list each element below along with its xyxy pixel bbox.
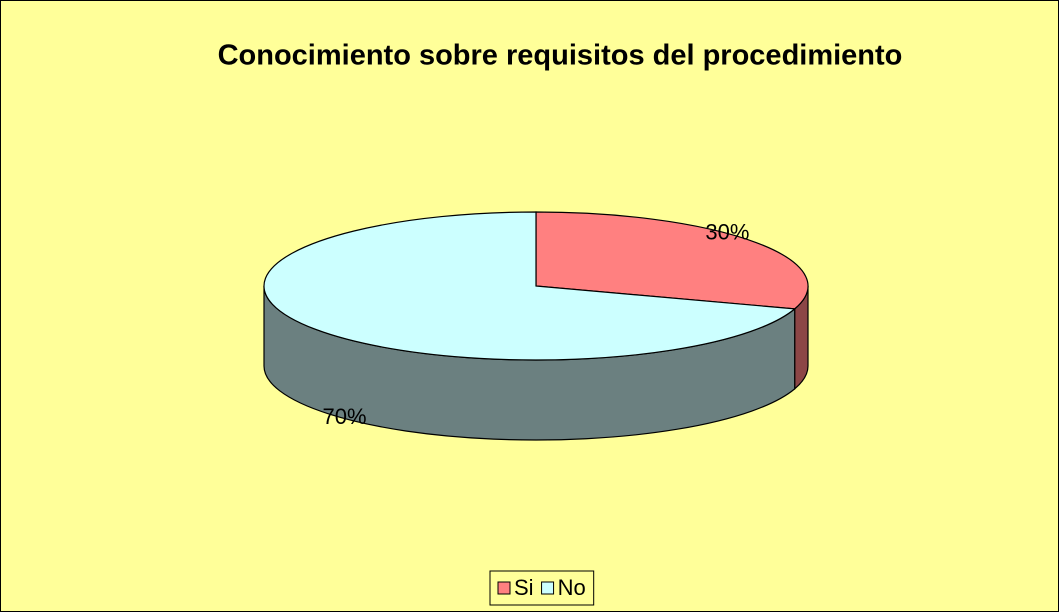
pie-tops (263, 211, 809, 361)
legend-box (489, 570, 595, 606)
chart-title: Conocimiento sobre requisitos del proced… (218, 40, 903, 72)
pie-slice (535, 211, 809, 310)
data-label: 70% (323, 404, 367, 429)
data-labels: 30% 70% (323, 220, 750, 429)
legend-swatch (497, 581, 511, 595)
pie-slice (263, 211, 797, 361)
data-label: 30% (705, 220, 749, 245)
legend-label: Si (514, 575, 534, 600)
legend-swatch (541, 581, 555, 595)
pie-sides (263, 285, 809, 441)
legend: Si No (489, 570, 595, 606)
legend-label: No (558, 575, 586, 600)
